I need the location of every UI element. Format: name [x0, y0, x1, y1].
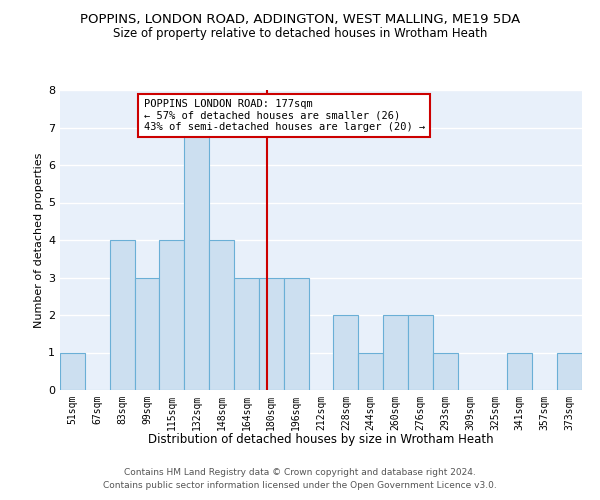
Bar [383, 315, 408, 390]
Bar [209, 240, 234, 390]
Bar [358, 352, 383, 390]
Text: POPPINS LONDON ROAD: 177sqm
← 57% of detached houses are smaller (26)
43% of sem: POPPINS LONDON ROAD: 177sqm ← 57% of det… [143, 99, 425, 132]
Bar [184, 128, 209, 390]
Bar [134, 278, 160, 390]
Bar [110, 240, 134, 390]
Y-axis label: Number of detached properties: Number of detached properties [34, 152, 44, 328]
Text: Size of property relative to detached houses in Wrotham Heath: Size of property relative to detached ho… [113, 28, 487, 40]
Bar [557, 352, 582, 390]
Bar [508, 352, 532, 390]
Text: Distribution of detached houses by size in Wrotham Heath: Distribution of detached houses by size … [148, 432, 494, 446]
Bar [60, 352, 85, 390]
Text: Contains HM Land Registry data © Crown copyright and database right 2024.: Contains HM Land Registry data © Crown c… [124, 468, 476, 477]
Text: Contains public sector information licensed under the Open Government Licence v3: Contains public sector information licen… [103, 482, 497, 490]
Text: POPPINS, LONDON ROAD, ADDINGTON, WEST MALLING, ME19 5DA: POPPINS, LONDON ROAD, ADDINGTON, WEST MA… [80, 12, 520, 26]
Bar [284, 278, 308, 390]
Bar [259, 278, 284, 390]
Bar [408, 315, 433, 390]
Bar [433, 352, 458, 390]
Bar [334, 315, 358, 390]
Bar [160, 240, 184, 390]
Bar [234, 278, 259, 390]
